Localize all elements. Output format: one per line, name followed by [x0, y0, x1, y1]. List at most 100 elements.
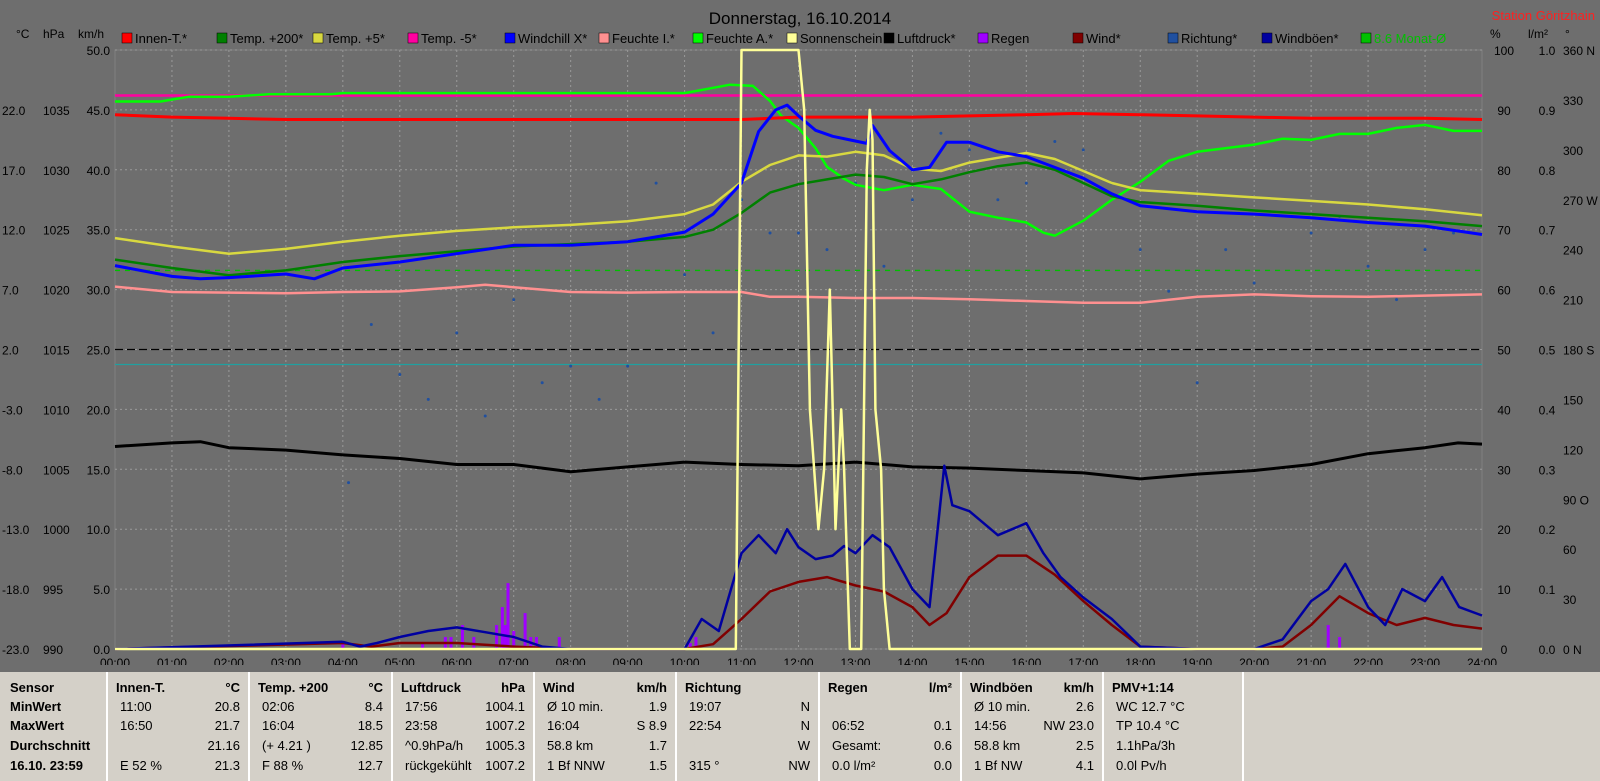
direction-tick-label: 300: [1563, 144, 1583, 158]
hpa-tick-label: 1035: [43, 104, 70, 118]
direction-point: [939, 131, 943, 135]
stats-label-column: Sensor MinWert MaxWert Durchschnitt 16.10. 2…: [0, 672, 108, 781]
cell-right: 0.0: [933, 758, 952, 773]
stats-column: Regen l/m² 06:52 0.1 Gesamt: 0.6 0.0 l/m² 0.0: [820, 672, 962, 781]
direction-tick-label: 60: [1563, 543, 1577, 557]
direction-tick-label: 270 W: [1563, 194, 1598, 208]
series-line-sonnenschein: [115, 48, 1482, 651]
legend-swatch: [504, 32, 516, 44]
cell-left: 315 °: [689, 758, 720, 773]
percent-tick-label: 0: [1501, 643, 1508, 657]
kmh-tick-label: 35.0: [87, 224, 111, 238]
cell-left: 02:06: [262, 699, 295, 714]
legend-label: Feuchte I.*: [612, 31, 675, 46]
x-tick-label: 17:00: [1068, 656, 1098, 665]
direction-point: [426, 397, 430, 401]
direction-point: [654, 181, 658, 185]
x-tick-label: 04:00: [328, 656, 358, 665]
lm2-tick-label: 0.4: [1539, 403, 1556, 417]
legend-label: Regen: [991, 31, 1029, 46]
legend-label: Windchill X*: [518, 31, 587, 46]
kmh-tick-label: 40.0: [87, 164, 111, 178]
column-unit: hPa: [501, 680, 525, 695]
rain-bar: [460, 625, 464, 649]
stats-column: PMV+1:14 WC 12.7 °C TP 10.4 °C 1.1hPa/3h 0.0…: [1104, 672, 1244, 781]
hpa-tick-label: 1015: [43, 344, 70, 358]
kmh-tick-label: 25.0: [87, 344, 111, 358]
cell-right: 1007.2: [485, 718, 525, 733]
rain-bar: [688, 643, 692, 649]
legend-label: Temp. +200*: [230, 31, 303, 46]
legend-label: 8.6 Monat-Ø: [1374, 31, 1446, 46]
x-tick-label: 21:00: [1296, 656, 1326, 665]
x-tick-label: 19:00: [1182, 656, 1212, 665]
kmh-tick-label: 0.0: [93, 643, 110, 657]
direction-point: [483, 414, 487, 418]
cell-left: 22:54: [689, 718, 722, 733]
hpa-tick-label: 1005: [43, 463, 70, 477]
legend-swatch: [1261, 32, 1273, 44]
celsius-tick-label: -13.0: [2, 523, 30, 537]
direction-tick-label: 90 O: [1563, 493, 1589, 507]
axis-header: hPa: [43, 27, 65, 41]
x-tick-label: 18:00: [1125, 656, 1155, 665]
series-line-windb-en: [114, 464, 1483, 651]
lm2-tick-label: 0.5: [1539, 344, 1556, 358]
direction-point: [347, 481, 351, 485]
x-tick-label: 09:00: [613, 656, 643, 665]
cell-right: S 8.9: [636, 718, 667, 733]
legend-swatch: [407, 32, 419, 44]
direction-point: [597, 397, 601, 401]
series-line-windchill-x: [114, 103, 1483, 281]
rain-bar: [495, 625, 499, 649]
direction-point: [540, 381, 544, 385]
cell-right: 1.7: [648, 738, 667, 753]
x-tick-label: 14:00: [897, 656, 927, 665]
direction-point: [967, 148, 971, 152]
x-tick-label: 12:00: [783, 656, 813, 665]
direction-point: [398, 372, 402, 376]
cell-right: W: [797, 738, 810, 753]
cell-left: 16:50: [120, 718, 153, 733]
cell-right: 12.85: [350, 738, 383, 753]
cell-right: 20.8: [214, 699, 240, 714]
x-tick-label: 23:00: [1410, 656, 1440, 665]
celsius-tick-label: -3.0: [2, 403, 23, 417]
cell-left: 58.8 km: [974, 738, 1021, 753]
percent-tick-label: 10: [1497, 583, 1511, 597]
column-unit: km/h: [1063, 680, 1094, 695]
lm2-tick-label: 0.1: [1539, 583, 1556, 597]
column-title: Windböen: [970, 680, 1033, 695]
cell-right: 1007.2: [485, 758, 525, 773]
direction-point: [569, 364, 573, 368]
x-tick-label: 11:00: [727, 656, 756, 665]
direction-tick-label: 360 N: [1563, 44, 1595, 58]
weather-chart: 50.0 100 1.045.0 90 0.940.0 80 0.835.0 70 0.730.…: [2, 8, 1599, 665]
row-label: MaxWert: [10, 718, 64, 733]
direction-point: [1224, 248, 1228, 252]
cell-left: Ø 10 min.: [547, 699, 604, 714]
celsius-tick-label: 2.0: [2, 344, 19, 358]
cell-left: 17:56: [405, 699, 438, 714]
cell-right: 0.1: [933, 718, 952, 733]
percent-tick-label: 50: [1497, 344, 1511, 358]
direction-tick-label: 120: [1563, 443, 1583, 457]
cell-left: rückgekühlt: [405, 758, 472, 773]
celsius-tick-label: 7.0: [2, 284, 19, 298]
cell-right: 18.5: [357, 718, 383, 733]
direction-tick-label: 330: [1563, 94, 1583, 108]
x-tick-label: 24:00: [1467, 656, 1497, 665]
direction-point: [1138, 248, 1142, 252]
rain-bar: [341, 643, 345, 649]
celsius-tick-label: 12.0: [2, 224, 26, 238]
direction-point: [1395, 298, 1399, 302]
rain-bar: [523, 613, 527, 649]
kmh-tick-label: 30.0: [87, 284, 111, 298]
stats-column: Wind km/h Ø 10 min. 1.9 16:04 S 8.9 58.8 km 1.7…: [535, 672, 677, 781]
column-unit: °C: [368, 680, 383, 695]
legend-label: Feuchte A.*: [706, 31, 773, 46]
legend-swatch: [1167, 32, 1179, 44]
direction-tick-label: 210: [1563, 294, 1583, 308]
stats-column: Innen-T. °C 11:00 20.8 16:50 21.7 21.16 E 52 % 2…: [108, 672, 250, 781]
cell-left: 1 Bf NNW: [547, 758, 605, 773]
